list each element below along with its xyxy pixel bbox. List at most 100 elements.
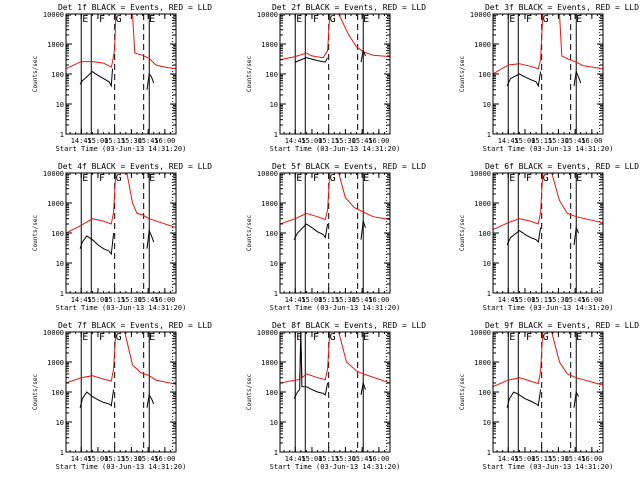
plot-frame	[279, 331, 391, 453]
chart-panel: Det 2f BLACK = Events, RED = LLD 1 10 100 10…	[246, 3, 426, 153]
x-tick-label: 15:45	[352, 137, 373, 145]
events-curve	[146, 72, 155, 90]
y-tick-label: 1000	[261, 41, 278, 49]
x-tick-label: 15:15	[531, 455, 552, 463]
x-tick-label: 15:30	[121, 137, 142, 145]
y-tick-label: 10	[270, 260, 278, 268]
attenuator-marker-label: F	[526, 332, 532, 343]
chart-panel: Det 6f BLACK = Events, RED = LLD 1 10 100 10…	[459, 162, 639, 312]
x-tick-label: 15:30	[335, 455, 356, 463]
attenuator-marker-label: E	[82, 173, 88, 184]
x-tick-label: 15:45	[565, 137, 586, 145]
attenuator-marker-label: G	[330, 332, 336, 343]
x-tick-label: 16:00	[368, 296, 389, 304]
plot-area	[280, 332, 390, 452]
attenuator-marker-label: F	[99, 173, 105, 184]
x-axis-label: Start Time (03-Jun-13 14:31:20)	[56, 145, 187, 153]
attenuator-marker-label: G	[543, 173, 549, 184]
attenuator-marker-label: E	[296, 14, 302, 25]
y-tick-label: 100	[478, 230, 491, 238]
x-axis-label: Start Time (03-Jun-13 14:31:20)	[56, 463, 187, 471]
y-axis-label: Counts/sec	[246, 374, 253, 411]
y-tick-label: 10000	[470, 170, 491, 178]
plot-area	[280, 14, 390, 134]
attenuator-marker-label: F	[526, 173, 532, 184]
x-tick-label: 15:15	[531, 296, 552, 304]
events-curve	[506, 389, 542, 408]
x-tick-label: 15:00	[514, 296, 535, 304]
events-curve	[573, 225, 579, 245]
y-tick-label: 100	[265, 230, 278, 238]
chart-title: Det 9f BLACK = Events, RED = LLD	[485, 321, 639, 330]
x-tick-label: 15:30	[121, 296, 142, 304]
plot-frame	[492, 172, 604, 294]
events-curve	[360, 220, 366, 240]
attenuator-marker-label: G	[543, 14, 549, 25]
x-tick-label: 15:00	[301, 296, 322, 304]
y-axis-label: Counts/sec	[459, 215, 466, 252]
x-tick-label: 15:00	[514, 455, 535, 463]
attenuator-marker-label: E	[509, 173, 515, 184]
plot-area	[493, 14, 603, 134]
plot-frame	[279, 172, 391, 294]
chart-panel: Det 7f BLACK = Events, RED = LLD 1 10 100 10…	[32, 321, 212, 471]
chart-title: Det 8f BLACK = Events, RED = LLD	[272, 321, 426, 330]
x-tick-label: 16:00	[154, 137, 175, 145]
y-axis-label: Counts/sec	[459, 374, 466, 411]
x-tick-label: 15:00	[87, 455, 108, 463]
attenuator-marker-label: F	[313, 14, 319, 25]
x-tick-label: 16:00	[154, 296, 175, 304]
y-axis-label: Counts/sec	[246, 215, 253, 252]
x-tick-label: 16:00	[581, 137, 602, 145]
chart-title: Det 1f BLACK = Events, RED = LLD	[58, 3, 212, 12]
x-tick-label: 15:00	[514, 137, 535, 145]
x-tick-label: 14:45	[71, 137, 92, 145]
events-curve	[295, 57, 329, 63]
plot-area	[493, 332, 603, 452]
y-tick-label: 10000	[257, 329, 278, 337]
events-curve	[506, 227, 542, 246]
attenuator-marker-label: E	[149, 14, 155, 25]
x-tick-label: 15:30	[121, 455, 142, 463]
x-axis-label: Start Time (03-Jun-13 14:31:20)	[483, 145, 614, 153]
plot-area	[493, 173, 603, 293]
plot-frame	[65, 331, 177, 453]
y-tick-label: 10	[483, 419, 491, 427]
plot-frame	[492, 331, 604, 453]
x-tick-label: 14:45	[498, 296, 519, 304]
x-tick-label: 16:00	[154, 455, 175, 463]
attenuator-marker-label: G	[116, 173, 122, 184]
chart-title: Det 4f BLACK = Events, RED = LLD	[58, 162, 212, 171]
lld-curve	[493, 14, 603, 75]
x-tick-label: 15:15	[318, 296, 339, 304]
y-tick-label: 10	[483, 260, 491, 268]
x-tick-label: 15:15	[104, 455, 125, 463]
events-curve	[146, 393, 155, 408]
y-tick-label: 1	[274, 449, 278, 457]
attenuator-marker-label: E	[296, 173, 302, 184]
y-axis-label: Counts/sec	[246, 56, 253, 93]
chart-panel: Det 3f BLACK = Events, RED = LLD 1 10 100 10…	[459, 3, 639, 153]
x-tick-label: 14:45	[285, 137, 306, 145]
plot-area	[66, 14, 176, 134]
y-tick-label: 100	[265, 389, 278, 397]
x-axis-label: Start Time (03-Jun-13 14:31:20)	[270, 145, 401, 153]
x-tick-label: 15:30	[335, 296, 356, 304]
y-tick-label: 100	[51, 230, 64, 238]
events-curve	[79, 68, 113, 88]
attenuator-marker-label: E	[576, 173, 582, 184]
y-tick-label: 1	[274, 290, 278, 298]
x-axis-label: Start Time (03-Jun-13 14:31:20)	[483, 304, 614, 312]
lld-curve	[493, 332, 603, 388]
chart-title: Det 6f BLACK = Events, RED = LLD	[485, 162, 639, 171]
y-tick-label: 1000	[47, 41, 64, 49]
attenuator-marker-label: E	[363, 332, 369, 343]
lld-curve	[66, 332, 176, 385]
attenuator-marker-label: G	[116, 332, 122, 343]
attenuator-marker-label: F	[313, 173, 319, 184]
attenuator-marker-label: G	[330, 173, 336, 184]
lld-curve	[493, 173, 603, 231]
x-tick-label: 16:00	[368, 137, 389, 145]
